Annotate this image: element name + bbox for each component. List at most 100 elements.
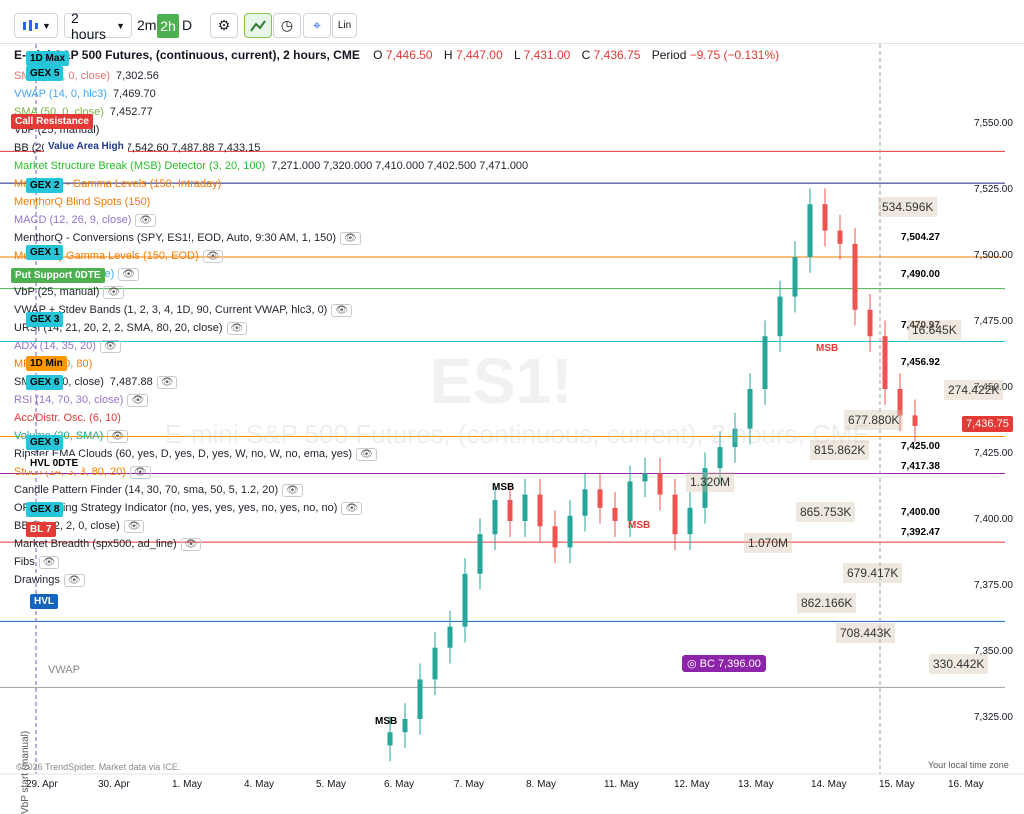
indicator-legend-row[interactable]: MenthorQ - Conversions (SPY, ES1!, EOD, …	[14, 232, 361, 245]
indicator-legend-row[interactable]: Ripster EMA Clouds (60, yes, D, yes, D, …	[14, 448, 377, 461]
eye-icon[interactable]: 👁	[156, 376, 178, 389]
indicator-legend-row[interactable]: MenthorQ Blind Spots (150)	[14, 196, 150, 208]
price-axis-tick: 7,550.00	[974, 118, 1013, 129]
indicator-value: 7,469.70	[112, 88, 156, 100]
level-tag: GEX 5	[26, 66, 64, 81]
eye-icon[interactable]: 👁	[356, 448, 377, 461]
chevron-down-icon: ▼	[116, 20, 125, 31]
level-tag: GEX 2	[26, 178, 64, 193]
candle-body	[852, 243, 858, 310]
log-linear-button[interactable]: Lin	[332, 13, 357, 38]
level-tag: Call Resistance	[11, 114, 93, 129]
eye-icon[interactable]: 👁	[331, 304, 353, 317]
current-price-badge: 7,436.75	[962, 415, 1013, 432]
indicator-legend-row[interactable]: Candle Pattern Finder (14, 30, 70, sma, …	[14, 484, 303, 497]
level-price-label: 7,456.92	[901, 356, 940, 368]
eye-icon[interactable]: 👁	[118, 268, 139, 281]
eye-icon[interactable]: 👁	[135, 214, 157, 227]
indicator-legend-row[interactable]: MenthorQ - Gamma Levels (150, Intraday)	[14, 178, 221, 190]
replay-button[interactable]: ◷	[273, 13, 301, 38]
settings-button[interactable]: ⚙	[210, 13, 238, 38]
volume-profile-label: 708.443K	[836, 623, 896, 643]
candle-body	[717, 447, 723, 469]
indicator-legend-row[interactable]: Drawings 👁	[14, 574, 85, 587]
level-tag: GEX 1	[26, 245, 64, 260]
indicator-name: VWAP (14, 0, hlc3)	[14, 88, 107, 100]
eye-icon[interactable]: 👁	[127, 394, 149, 407]
price-axis-tick: 7,400.00	[974, 514, 1013, 525]
eye-icon[interactable]: 👁	[226, 322, 248, 335]
time-axis-tick: 11. May	[604, 779, 639, 790]
indicator-legend-row[interactable]: Market Structure Break (MSB) Detector (3…	[14, 160, 528, 172]
eye-icon[interactable]: 👁	[103, 286, 125, 299]
eye-icon[interactable]: 👁	[341, 502, 363, 515]
close-value: 7,436.75	[593, 48, 641, 62]
price-chart	[0, 44, 1024, 800]
indicator-name: Market Breadth (spx500, ad_line)	[14, 538, 177, 550]
eye-icon[interactable]: 👁	[282, 484, 303, 497]
candle-body	[867, 309, 873, 337]
clock-icon: ◷	[280, 17, 294, 33]
candle-body	[597, 489, 603, 508]
timezone-button[interactable]: Your local time zone	[928, 760, 1009, 770]
indicator-legend-row[interactable]: URSI (14, 21, 20, 2, 2, SMA, 80, 20, clo…	[14, 322, 248, 335]
indicator-legend-row[interactable]: ADX (14, 35, 20) 👁	[14, 340, 121, 353]
indicator-name: VbP (25, manual)	[14, 286, 100, 298]
tf-2h-button[interactable]: 2h	[157, 14, 179, 38]
indicator-legend-row[interactable]: VWAP + Stdev Bands (1, 2, 3, 4, 1D, 90, …	[14, 304, 353, 317]
candle-body	[687, 507, 693, 535]
eye-icon[interactable]: 👁	[63, 574, 85, 587]
candle-body	[447, 626, 453, 648]
watermark-name: E-mini S&P 500 Futures, (continuous, cur…	[165, 419, 870, 449]
eye-icon[interactable]: 👁	[38, 556, 60, 569]
timeframe-select[interactable]: 2 hours ▼	[64, 10, 132, 42]
candle-body	[552, 526, 558, 548]
high-label: H	[443, 48, 453, 62]
trend-line-icon	[250, 19, 266, 32]
copyright-text: ©2026 TrendSpider. Market data via ICE.	[16, 762, 181, 772]
candle-body	[402, 719, 408, 733]
indicator-value: 7,487.88	[109, 376, 153, 388]
indicator-name: ORB Trading Strategy Indicator (no, yes,…	[14, 502, 338, 514]
low-label: L	[514, 48, 521, 62]
tf-2m-button[interactable]: 2m	[137, 17, 157, 33]
time-axis-tick: 8. May	[526, 779, 557, 790]
trend-tool-button[interactable]	[244, 13, 272, 38]
indicator-legend-row[interactable]: VbP (25, manual) 👁	[14, 286, 125, 299]
indicator-legend-row[interactable]: ORB Trading Strategy Indicator (no, yes,…	[14, 502, 363, 515]
price-axis-tick: 7,500.00	[974, 250, 1013, 261]
candle-body	[567, 515, 573, 548]
candle-body	[732, 428, 738, 448]
indicator-legend-row[interactable]: MACD (12, 26, 9, close) 👁	[14, 214, 157, 227]
eye-icon[interactable]: 👁	[99, 340, 121, 353]
indicator-legend-row[interactable]: Market Breadth (spx500, ad_line) 👁	[14, 538, 202, 551]
indicator-legend-row[interactable]: Fibs 👁	[14, 556, 60, 569]
eye-icon[interactable]: 👁	[129, 466, 151, 479]
eye-icon[interactable]: 👁	[202, 250, 224, 263]
indicator-legend-row[interactable]: RSI (14, 70, 30, close) 👁	[14, 394, 149, 407]
indicator-legend-row[interactable]: Acc/Distr. Osc. (6, 10)	[14, 412, 121, 424]
price-axis-tick: 7,350.00	[974, 646, 1013, 657]
eye-icon[interactable]: 👁	[123, 520, 145, 533]
candle-body	[897, 389, 903, 416]
chart-type-button[interactable]: ▼	[14, 13, 58, 38]
indicator-name: Market Structure Break (MSB) Detector (3…	[14, 160, 266, 172]
volume-profile-label: 1.320M	[686, 472, 735, 492]
volume-profile-label: 534.596K	[878, 197, 938, 217]
bc-badge[interactable]: ◎ BC 7,396.00	[682, 655, 766, 672]
high-value: 7,447.00	[455, 48, 503, 62]
eye-icon[interactable]: 👁	[340, 232, 361, 245]
chart-area[interactable]: ES1! E-mini S&P 500 Futures, (continuous…	[0, 44, 1024, 814]
crosshair-button[interactable]: ⌖	[303, 13, 331, 38]
candle-body	[807, 204, 813, 257]
eye-icon[interactable]: 👁	[107, 430, 128, 443]
lin-label: Lin	[337, 20, 352, 31]
tf-d-button[interactable]: D	[182, 17, 193, 33]
bc-label: BC 7,396.00	[699, 658, 761, 670]
eye-icon[interactable]: 👁	[180, 538, 202, 551]
indicator-name: Fibs	[14, 556, 35, 568]
time-axis-tick: 4. May	[244, 779, 275, 790]
level-tag: HVL	[30, 594, 58, 609]
level-tag: GEX 3	[26, 312, 64, 327]
indicator-legend-row[interactable]: VWAP (14, 0, hlc3) 7,469.70	[14, 88, 156, 100]
